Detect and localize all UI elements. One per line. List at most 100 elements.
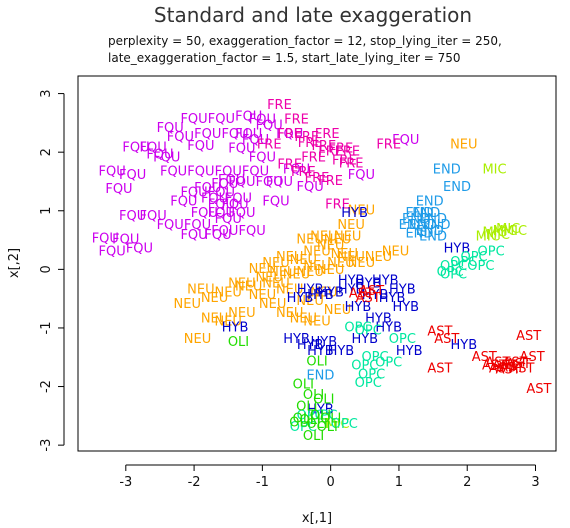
data-point-neu: NEU [382,244,409,259]
data-point-oli: OLI [293,377,314,392]
data-point-neu: NEU [262,277,289,292]
data-point-fqu: FQU [276,127,303,142]
x-tick-label: 0 [327,475,335,490]
data-point-neu: NEU [283,268,310,283]
data-point-neu: NEU [249,262,276,277]
data-point-fqu: FQU [191,206,218,221]
plot-frame [77,75,557,452]
data-point-mic: MIC [482,162,506,177]
data-point-ast: AST [506,357,531,372]
data-point-hyb: HYB [307,402,334,417]
x-axis-label: x[,1] [302,511,332,526]
data-point-ast: AST [509,361,534,376]
data-point-hyb: HYB [444,241,471,256]
data-point-fqu: FQU [221,127,248,142]
data-point-neu: NEU [184,332,211,347]
data-point-neu: NEU [337,250,364,265]
data-point-fqu: FQU [242,165,269,180]
data-point-opc: OPC [389,332,416,347]
data-point-mic: MIC [493,224,517,239]
data-point-fqu: FQU [122,141,149,156]
data-point-ast: AST [499,360,524,375]
data-point-hyb: HYB [311,335,338,350]
data-point-neu: NEU [201,312,228,327]
data-point-hyb: HYB [396,344,423,359]
data-point-hyb: HYB [375,320,402,335]
data-point-hyb: HYB [328,344,355,359]
data-point-ast: AST [356,291,381,306]
data-point-fqu: FQU [153,151,180,166]
data-point-fqu: FQU [204,228,231,243]
data-point-neu: NEU [228,306,255,321]
data-point-fqu: FQU [157,121,184,136]
data-point-neu: NEU [450,138,477,153]
data-point-fre: FRE [298,136,323,151]
data-point-oli: OLI [313,393,334,408]
data-point-oli: OLI [310,408,331,423]
data-point-fqu: FQU [215,165,242,180]
data-point-end: END [416,194,444,209]
data-point-neu: NEU [334,230,361,245]
data-point-fre: FRE [301,151,326,166]
y-axis-label: x[,2] [7,248,22,278]
data-point-neu: NEU [174,297,201,312]
y-tick-label: -3 [39,439,54,452]
data-point-oli: OLI [296,400,317,415]
data-point-fre: FRE [311,139,336,154]
data-point-neu: NEU [259,297,286,312]
data-point-fre: FRE [339,156,364,171]
data-point-hyb: HYB [351,332,378,347]
data-point-opc: OPC [361,350,388,365]
data-point-ast: AST [427,325,452,340]
data-point-oli: OLI [289,415,310,430]
data-point-fqu: FQU [187,165,214,180]
data-point-mic: MIC [486,228,510,243]
data-point-fre: FRE [294,130,319,145]
data-point-hyb: HYB [307,288,334,303]
data-point-neu: NEU [255,271,282,286]
data-point-fqu: FQU [99,165,126,180]
data-point-fqu: FQU [170,194,197,209]
data-point-neu: NEU [290,253,317,268]
data-point-hyb: HYB [338,274,365,289]
data-point-oli: OLI [306,354,327,369]
data-point-oli: OLI [303,429,324,444]
data-point-fqu: FQU [249,151,276,166]
data-point-hyb: HYB [379,291,406,306]
data-point-oli: OLI [300,413,321,428]
data-point-end: END [306,369,334,384]
data-point-end: END [405,227,433,242]
data-point-fqu: FQU [211,177,238,192]
data-point-ast: AST [485,356,510,371]
data-point-ast: AST [427,361,452,376]
data-point-mic: MIC [325,417,349,432]
data-point-opc: OPC [440,259,467,274]
data-point-fre: FRE [315,127,340,142]
data-point-fre: FRE [318,145,343,160]
y-axis: -3 -2 -1 0 1 2 3 [39,89,65,452]
x-tick-label: 3 [531,475,539,490]
data-point-fqu: FQU [208,112,235,127]
data-point-mic: MIC [496,222,520,237]
data-point-fqu: FQU [239,224,266,239]
data-point-opc: OPC [331,417,358,432]
data-point-opc: OPC [290,420,317,435]
data-point-fre: FRE [325,197,350,212]
data-point-ast: AST [496,363,521,378]
data-point-fre: FRE [305,171,330,186]
data-point-oli: OLI [293,411,314,426]
data-point-fre: FRE [284,112,309,127]
data-point-neu: NEU [324,303,351,318]
data-point-neu: NEU [201,291,228,306]
data-point-opc: OPC [297,408,324,423]
data-point-neu: NEU [187,282,214,297]
data-point-neu: NEU [303,315,330,330]
x-axis: -3 -2 -1 0 1 2 3 [119,464,540,490]
data-point-fqu: FQU [139,141,166,156]
data-point-fqu: FQU [139,209,166,224]
data-point-opc: OPC [310,408,337,423]
data-point-hyb: HYB [317,285,344,300]
data-point-neu: NEU [235,279,262,294]
data-point-end: END [416,224,444,239]
data-point-hyb: HYB [372,274,399,289]
